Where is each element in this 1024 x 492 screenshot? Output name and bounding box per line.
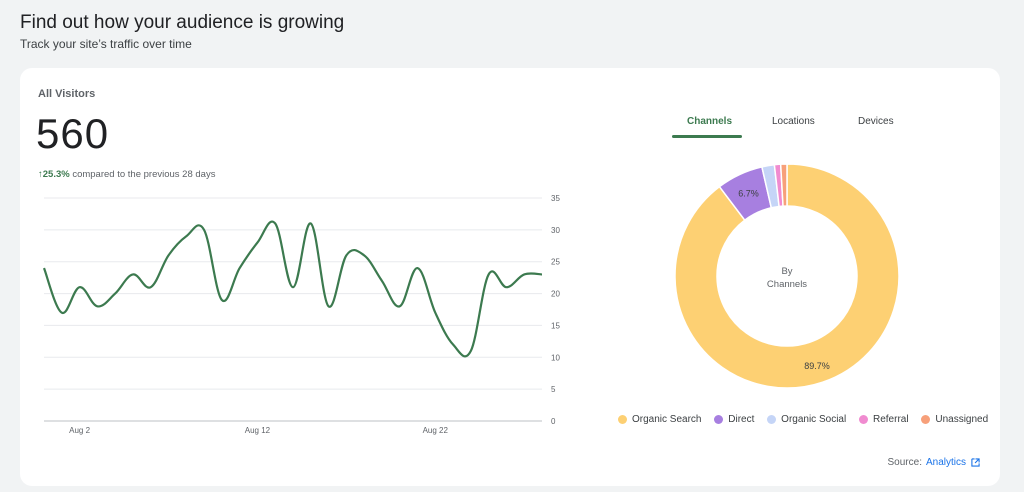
y-tick-label: 30 bbox=[551, 226, 560, 235]
y-tick-label: 5 bbox=[551, 385, 556, 394]
legend-dot bbox=[921, 415, 931, 424]
legend-item-direct[interactable]: Direct bbox=[714, 414, 754, 425]
legend-item-unassigned[interactable]: Unassigned bbox=[921, 414, 988, 425]
y-tick-label: 15 bbox=[551, 321, 560, 330]
visitors-line-chart: 0 5 10 15 20 25 30 35 Aug 2 Aug 12 Aug 22 bbox=[42, 194, 560, 435]
legend-item-referral[interactable]: Referral bbox=[858, 414, 909, 425]
legend-dot bbox=[767, 415, 777, 424]
legend-item-organic-search[interactable]: Organic Search bbox=[618, 414, 701, 425]
legend-dot bbox=[618, 415, 627, 424]
source-prefix: Source: bbox=[887, 457, 922, 468]
visitors-card: All Visitors 560 ↑25.3% compared to the … bbox=[20, 68, 1000, 486]
tab-locations[interactable]: Locations bbox=[772, 116, 815, 127]
tab-devices[interactable]: Devices bbox=[858, 116, 894, 127]
donut-slice[interactable] bbox=[674, 163, 900, 388]
change-percent: 25.3% bbox=[42, 169, 70, 180]
page-title: Find out how your audience is growing bbox=[20, 12, 345, 33]
channels-donut-chart: 89.7% 6.7% By Channels bbox=[674, 163, 900, 388]
legend-label: Organic Search bbox=[632, 414, 702, 425]
source-link[interactable]: Analytics bbox=[925, 457, 966, 468]
external-link-icon[interactable] bbox=[971, 458, 980, 467]
y-tick-label: 35 bbox=[551, 194, 560, 203]
y-tick-label: 10 bbox=[551, 353, 560, 362]
arrow-up-icon: ↑ bbox=[38, 169, 43, 180]
change-summary: ↑25.3% compared to the previous 28 days bbox=[38, 169, 215, 180]
source-attribution: Source: Analytics bbox=[888, 457, 980, 468]
y-tick-label: 20 bbox=[551, 290, 560, 299]
y-tick-label: 0 bbox=[551, 417, 556, 426]
legend-item-organic-social[interactable]: Organic Social bbox=[767, 414, 846, 425]
change-text: compared to the previous 28 days bbox=[69, 169, 216, 180]
x-tick-label: Aug 2 bbox=[69, 426, 90, 435]
series-line[interactable] bbox=[42, 220, 543, 358]
donut-legend: Organic Search Direct Organic Social Ref… bbox=[618, 414, 998, 427]
legend-dot bbox=[714, 415, 724, 424]
tab-channels[interactable]: Channels bbox=[687, 116, 733, 127]
donut-center-label: Channels bbox=[767, 279, 807, 290]
legend-label: Direct bbox=[728, 414, 755, 425]
tab-active-indicator bbox=[672, 135, 742, 138]
card-title: All Visitors bbox=[38, 88, 96, 100]
x-tick-label: Aug 22 bbox=[423, 426, 449, 435]
x-tick-label: Aug 12 bbox=[245, 426, 271, 435]
page-subtitle: Track your site’s traffic over time bbox=[20, 37, 192, 51]
slice-label: 6.7% bbox=[738, 189, 759, 199]
breakdown-tabs: Channels Locations Devices bbox=[670, 116, 930, 140]
donut-center-label: By bbox=[781, 266, 792, 277]
legend-dot bbox=[858, 415, 868, 424]
donut-slice[interactable] bbox=[779, 163, 788, 207]
visitors-total: 560 bbox=[36, 110, 110, 157]
legend-label: Organic Social bbox=[781, 414, 847, 425]
legend-label: Referral bbox=[872, 414, 909, 425]
slice-label: 89.7% bbox=[804, 361, 830, 371]
y-tick-label: 25 bbox=[551, 258, 560, 267]
legend-label: Unassigned bbox=[935, 414, 989, 425]
